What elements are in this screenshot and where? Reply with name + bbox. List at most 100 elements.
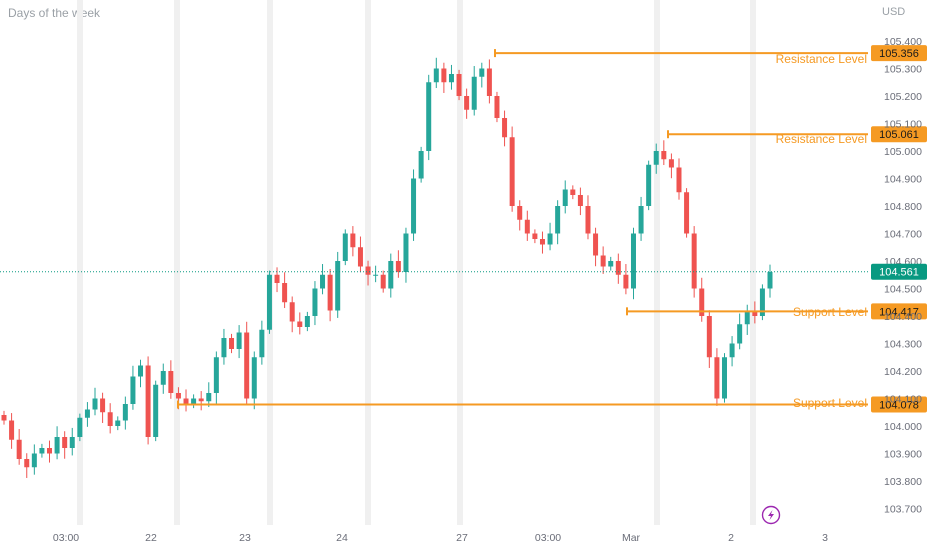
candle-body [77, 417, 83, 437]
candle-body [615, 261, 621, 275]
candle-body [691, 233, 697, 289]
candle-body [92, 398, 98, 410]
replay-button[interactable] [761, 505, 781, 525]
current-price-value: 104.561 [879, 267, 919, 279]
session-separator [750, 0, 756, 525]
candle-body [380, 274, 386, 289]
session-separator [174, 0, 180, 525]
candle-body [350, 233, 356, 248]
candle-body [312, 288, 318, 316]
level-tag-box [871, 126, 927, 143]
candle-body [39, 448, 45, 454]
candle-body [213, 357, 219, 393]
candle-body [130, 376, 136, 404]
candle-body [403, 233, 409, 272]
candle-body [320, 274, 326, 289]
session-separator [654, 0, 660, 525]
candle-body [577, 195, 583, 206]
candle-body [699, 288, 705, 316]
candle-body [191, 398, 197, 404]
candle-body [426, 82, 432, 151]
candle-body [418, 151, 424, 179]
candle-body [62, 437, 68, 448]
x-tick-label: 27 [456, 532, 468, 544]
candle-body [153, 384, 159, 437]
candle-body [638, 206, 644, 234]
candle-body [486, 68, 492, 96]
candle-body [524, 219, 530, 234]
candle-body [479, 68, 485, 77]
candle-body [555, 206, 561, 234]
y-tick-label: 103.800 [884, 476, 922, 488]
candle-body [600, 255, 606, 267]
current-price-box [871, 263, 927, 280]
candle-body [388, 261, 394, 289]
level-name: Support Level [793, 396, 867, 410]
candle-body [684, 192, 690, 234]
candle-body [69, 437, 75, 448]
candle-body [464, 96, 470, 110]
candle-body [54, 437, 60, 454]
x-tick-label: 03:00 [53, 532, 79, 544]
candle-body [532, 233, 538, 239]
level-tag-value: 104.078 [879, 400, 919, 412]
level-name: Resistance Level [776, 132, 867, 146]
level-tag-value: 105.061 [879, 129, 919, 141]
candle-body [441, 68, 447, 83]
candle-body [767, 272, 773, 289]
candle-body [608, 261, 614, 267]
candle-body [274, 274, 280, 283]
session-separator [77, 0, 83, 525]
candle-body [229, 338, 235, 349]
candle-body [1, 415, 7, 421]
candle-body [122, 404, 128, 421]
candle-body [668, 159, 674, 168]
candle-body [100, 398, 106, 413]
candle-body [729, 343, 735, 358]
x-tick-label: 03:00 [535, 532, 561, 544]
candle-body [585, 206, 591, 234]
session-separators [77, 0, 756, 525]
y-tick-label: 104.300 [884, 339, 922, 351]
candle-body [115, 420, 121, 426]
candle-body [244, 332, 250, 399]
current-price-tag: 104.561 [871, 263, 927, 280]
candle-body [456, 74, 462, 96]
x-tick-label: Mar [622, 532, 641, 544]
candle-body [327, 274, 333, 311]
level-name: Resistance Level [776, 52, 867, 66]
x-tick-label: 23 [239, 532, 251, 544]
candle-body [494, 96, 500, 118]
candle-body [16, 439, 22, 459]
candle-body [47, 448, 53, 454]
candle-body [138, 365, 144, 377]
candle-body [630, 233, 636, 289]
candle-body [721, 357, 727, 399]
lightning-bolt-icon [768, 510, 774, 520]
y-tick-label: 104.000 [884, 421, 922, 433]
level-tag-value: 105.356 [879, 48, 919, 60]
candle-body [221, 338, 227, 358]
candle-body [646, 164, 652, 206]
candle-body [517, 206, 523, 220]
candle-body [304, 316, 310, 327]
candle-body [737, 324, 743, 344]
candle-body [289, 302, 295, 322]
candle-body [570, 189, 576, 195]
y-tick-label: 104.100 [884, 394, 922, 406]
candle-body [714, 357, 720, 399]
y-tick-label: 104.800 [884, 201, 922, 213]
y-tick-label: 105.300 [884, 64, 922, 76]
y-tick-label: 105.400 [884, 36, 922, 48]
candle-body [198, 398, 204, 402]
candle-body [373, 274, 379, 276]
candle-body [175, 393, 181, 399]
candle-body [759, 288, 765, 316]
candle-body [433, 68, 439, 83]
candle-body [593, 233, 599, 256]
candle-body [661, 151, 667, 160]
level-tag-box [871, 45, 927, 62]
y-tick-label: 104.200 [884, 366, 922, 378]
candle-body [676, 167, 682, 193]
